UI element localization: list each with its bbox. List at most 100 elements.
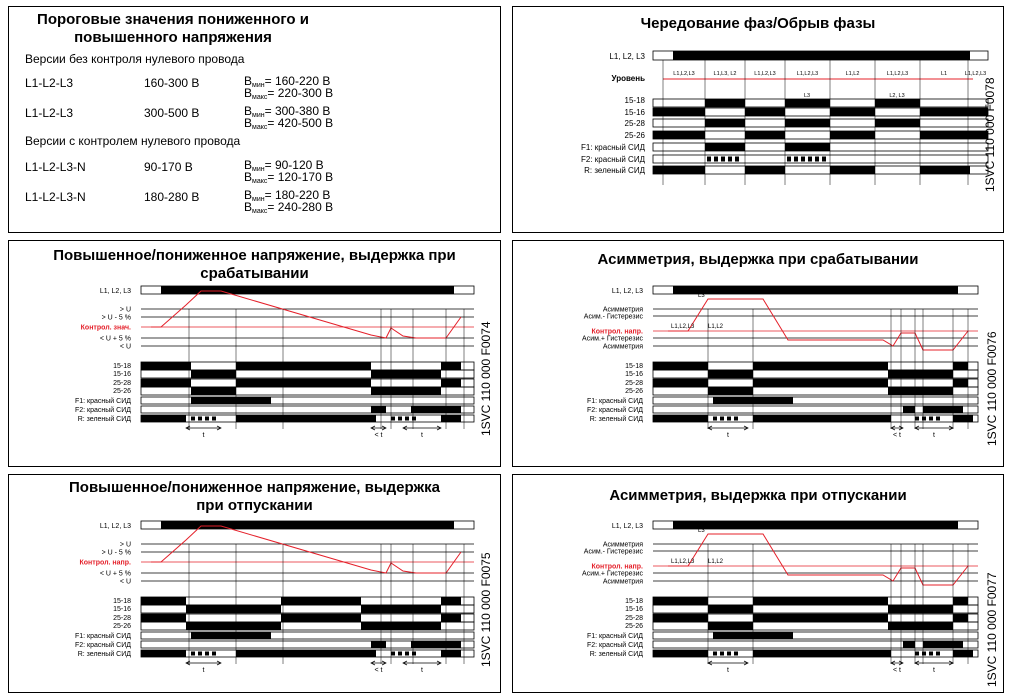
led-label: R: зеленый СИД <box>590 415 644 423</box>
contact-15-16-high <box>653 108 705 116</box>
led-r-high <box>920 166 970 174</box>
contact-25-26-frame <box>652 386 979 396</box>
contact-25-26-high <box>745 131 785 139</box>
threshold-label: Асимметрия <box>603 344 643 351</box>
bracket-t-less-arrows <box>890 660 904 666</box>
led-r-pulse <box>212 416 216 421</box>
led-f1-high <box>705 143 745 151</box>
contact-15-16-high <box>186 605 281 613</box>
led-r-high <box>753 415 891 422</box>
led-f2-high <box>411 641 461 648</box>
led-r-high <box>745 166 785 174</box>
led-f2-high <box>903 641 915 648</box>
ov-uv-off-delay-title: Повышенное/пониженное напряжение, выдерж… <box>69 479 440 514</box>
led-r-pulse <box>398 416 402 421</box>
row-range: 90-170 В <box>144 160 193 174</box>
relay-label: 15-18 <box>625 363 643 370</box>
bracket-t2-label: t <box>421 432 423 439</box>
led-r-high <box>830 166 875 174</box>
segment-label: L1,L2 <box>846 71 860 77</box>
led-label: R: зеленый СИД <box>590 650 644 658</box>
contact-15-16-high <box>888 605 953 613</box>
led-f2-pulse <box>815 156 819 162</box>
led-f2-pulse <box>721 156 725 162</box>
led-f2-pulse <box>707 156 711 162</box>
segment-label: L1,L2,L3 <box>887 71 908 77</box>
led-r-pulse <box>191 416 195 421</box>
asymmetry-off-delay-title: Асимметрия, выдержка при отпускании <box>609 487 907 504</box>
led-r-pulse <box>734 651 738 656</box>
contact-25-28-high <box>653 614 708 622</box>
led-r-pulse <box>198 416 202 421</box>
bracket-t-label: t <box>727 667 729 674</box>
drawing-code: 1SVC 110 000 F0075 <box>479 552 493 667</box>
contact-15-16-high <box>888 370 953 378</box>
led-r-pulse <box>734 416 738 421</box>
led-label: F2: красный СИД <box>581 155 646 164</box>
segment-label: L1,L2,L3 <box>797 71 818 77</box>
contact-15-18-high <box>141 362 191 370</box>
curve-label: L3 <box>698 528 705 534</box>
led-f1-frame <box>140 396 475 405</box>
led-r-pulse <box>713 651 717 656</box>
curve-label: L1,L2,L3 <box>671 559 695 565</box>
timing-diagram: L1, L2, L3 > U> U - 5 % Контрол. напр. < U … <box>75 520 475 674</box>
row-bmin: Bмин= 160-220 В <box>244 74 331 90</box>
led-r-pulse <box>212 651 216 656</box>
contact-15-16-high <box>745 108 785 116</box>
threshold-label: > U - 5 % <box>102 315 131 322</box>
relay-label: 25-28 <box>113 380 131 387</box>
led-f2-frame <box>140 405 475 414</box>
bracket-t-less-arrows <box>370 425 387 431</box>
row-bmin: Bмин= 90-120 В <box>244 158 324 174</box>
relay-label: 15-18 <box>625 598 643 605</box>
led-f2-frame <box>652 405 979 414</box>
contact-25-26-high <box>920 131 988 139</box>
relay-label: 15-16 <box>625 108 646 117</box>
led-r-pulse <box>205 651 209 656</box>
contact-15-18-high <box>653 597 708 605</box>
led-f1-high <box>191 632 271 639</box>
contact-15-16-high <box>920 108 988 116</box>
row-range: 160-300 В <box>144 76 200 90</box>
led-f2-pulse <box>794 156 798 162</box>
led-f1-high <box>785 143 830 151</box>
contact-15-18-high <box>753 362 888 370</box>
relay-label: 15-18 <box>113 598 131 605</box>
section-with-neutral: Версии с контролем нулевого провода <box>25 134 241 148</box>
led-r-pulse <box>922 416 926 421</box>
threshold-label: Асим.- Гистерезис <box>584 314 644 321</box>
led-f2-pulse <box>822 156 826 162</box>
phase-sequence-title: Чередование фаз/Обрыв фазы <box>640 15 876 32</box>
contact-25-26-frame <box>652 621 979 631</box>
contact-15-18-high <box>441 597 461 605</box>
contact-25-26-high <box>708 387 753 395</box>
contact-25-26-high <box>708 622 753 630</box>
l123-row-high <box>673 286 958 294</box>
led-r-high <box>141 415 186 422</box>
ov-uv-on-delay-title: Повышенное/пониженное напряжение, выдерж… <box>53 247 456 282</box>
contact-15-18-high <box>236 362 371 370</box>
contact-25-28-high <box>753 379 888 387</box>
contact-25-28-high <box>785 119 830 127</box>
threshold-label: Асимметрия <box>603 542 643 549</box>
timing-diagram: L1, L2, L3 > U> U - 5 % Контрол. знач. < U … <box>75 285 475 439</box>
led-f2-high <box>923 641 963 648</box>
led-r-high <box>653 650 708 657</box>
led-f2-frame <box>140 640 475 649</box>
led-r-high <box>953 650 973 657</box>
bracket-t-less-label: < t <box>375 432 383 439</box>
led-r-pulse <box>915 651 919 656</box>
led-r-pulse <box>936 416 940 421</box>
bracket-t2-label: t <box>933 432 935 439</box>
low-label: L3 <box>804 93 810 99</box>
curve-label: L3 <box>698 293 705 299</box>
asymmetry-on-delay-panel: Асимметрия, выдержка при срабатывании L1… <box>512 240 1004 467</box>
contact-25-28-high <box>141 614 186 622</box>
section-no-neutral: Версии без контроля нулевого провода <box>25 52 245 66</box>
threshold-label: Асимметрия <box>603 307 643 314</box>
asymmetry-curve <box>668 298 969 351</box>
asymmetry-on-delay-title: Асимметрия, выдержка при срабатывании <box>597 251 919 268</box>
drawing-code: 1SVC 110 000 F0077 <box>985 572 999 687</box>
